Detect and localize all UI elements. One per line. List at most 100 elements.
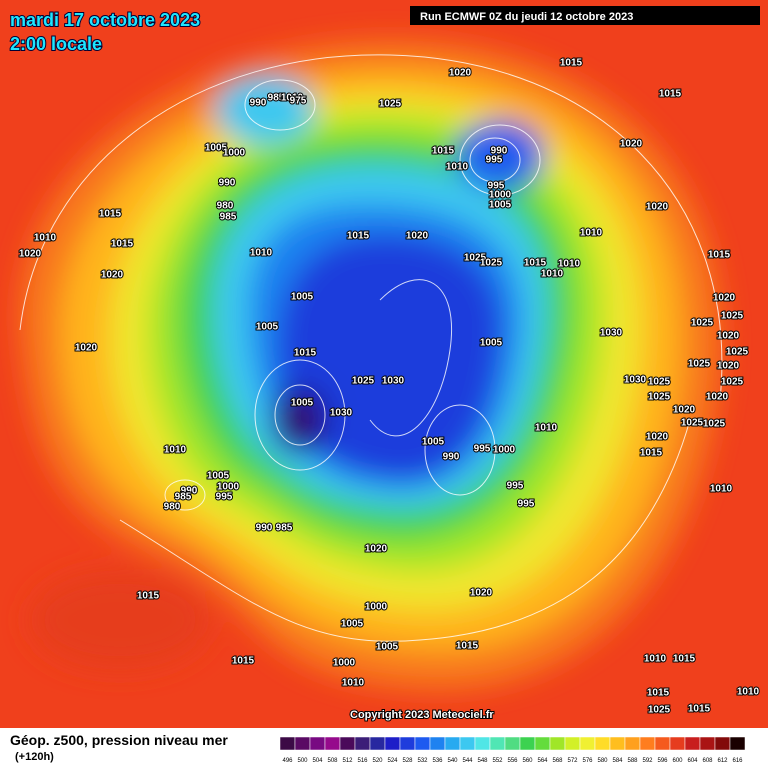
isobar-label: 1030 (382, 376, 405, 387)
isobar-label: 990 (181, 486, 198, 497)
colorbar-label: 564 (537, 758, 548, 764)
isobar-label: 1000 (493, 445, 516, 456)
isobar-label: 1030 (600, 328, 623, 339)
colorbar-label: 524 (387, 758, 398, 764)
isobar-label: 1015 (647, 688, 670, 699)
isobar-label: 980 (164, 502, 181, 513)
isobar-label: 1025 (379, 99, 402, 110)
colorbar-label: 516 (357, 758, 368, 764)
isobar-label: 1015 (659, 89, 682, 100)
colorbar-swatch (414, 736, 431, 751)
isobar-label: 1015 (456, 641, 479, 652)
colorbar-label: 560 (522, 758, 533, 764)
colorbar-swatch (279, 736, 296, 751)
isobar-label: 1020 (406, 231, 429, 242)
forecast-date: mardi 17 octobre 2023 (10, 10, 200, 30)
isobar-label: 1025 (691, 318, 714, 329)
colorbar-swatch (669, 736, 686, 751)
colorbar-label: 504 (312, 758, 323, 764)
colorbar-swatch (699, 736, 716, 751)
colorbar-label: 604 (687, 758, 698, 764)
colorbar-label: 600 (672, 758, 683, 764)
geopotential-field (0, 0, 768, 728)
colorbar-label: 588 (627, 758, 638, 764)
isobar-label: 1020 (717, 331, 740, 342)
copyright: Copyright 2023 Meteociel.fr (350, 709, 494, 721)
colorbar-swatch (294, 736, 311, 751)
isobar-label: 1025 (480, 258, 503, 269)
isobar-label: 1015 (137, 591, 160, 602)
isobar-label: 1010 (541, 269, 564, 280)
isobar-label: 1005 (480, 338, 503, 349)
isobar-label: 1005 (207, 471, 230, 482)
isobar-label: 1025 (703, 419, 726, 430)
isobar-label: 985 (220, 212, 237, 223)
colorbar-swatch (504, 736, 521, 751)
isobar-label: 1025 (688, 359, 711, 370)
isobar-label: 1025 (721, 311, 744, 322)
colorbar-label: 556 (507, 758, 518, 764)
colorbar-swatch (579, 736, 596, 751)
colorbar-swatch (549, 736, 566, 751)
run-info: Run ECMWF 0Z du jeudi 12 octobre 2023 (420, 11, 633, 23)
isobar-label: 1010 (644, 654, 667, 665)
colorbar-label: 548 (477, 758, 488, 764)
isobar-label: 1025 (648, 705, 671, 716)
isobar-label: 1020 (717, 361, 740, 372)
colorbar-label: 536 (432, 758, 443, 764)
isobar-label: 1015 (673, 654, 696, 665)
isobar-label: 1020 (75, 343, 98, 354)
isobar-label: 995 (486, 155, 503, 166)
isobar-label: 1015 (688, 704, 711, 715)
isobar-label: 1015 (560, 58, 583, 69)
isobar-label: 1025 (721, 377, 744, 388)
isobar-label: 1015 (294, 348, 317, 359)
isobar-label: 1015 (708, 250, 731, 261)
isobar-label: 1015 (99, 209, 122, 220)
isobar-label: 1010 (737, 687, 760, 698)
colorbar: 496 500 504 508 512 516 520 524 528 532 536 540 544 5… (279, 736, 746, 764)
isobar-label: 1020 (713, 293, 736, 304)
isobar-label: 1015 (640, 448, 663, 459)
isobar-label: 995 (488, 181, 505, 192)
isobar-label: 995 (507, 481, 524, 492)
isobars (19, 54, 723, 642)
colorbar-label: 576 (582, 758, 593, 764)
colorbar-label: 508 (327, 758, 338, 764)
isobar-label: 985 (268, 93, 285, 104)
colorbar-label: 552 (492, 758, 503, 764)
isobar-label: 1005 (341, 619, 364, 630)
colorbar-swatch (609, 736, 626, 751)
isobar-label: 1005 (256, 322, 279, 333)
colorbar-label: 544 (462, 758, 473, 764)
isobar-label: 990 (219, 178, 236, 189)
isobar-label: 1010 (535, 423, 558, 434)
isobar-label: 1030 (330, 408, 353, 419)
colorbar-swatch (519, 736, 536, 751)
colorbar-swatch (489, 736, 506, 751)
isobar-label: 985 (276, 523, 293, 534)
isobar-label: 1000 (223, 148, 246, 159)
colorbar-swatch (624, 736, 641, 751)
isobar-label: 1020 (706, 392, 729, 403)
colorbar-swatch (324, 736, 341, 751)
colorbar-label: 540 (447, 758, 458, 764)
isobar-label: 990 (443, 452, 460, 463)
colorbar-label: 568 (552, 758, 563, 764)
isobar-label: 1015 (347, 231, 370, 242)
isobar-label: 1020 (620, 139, 643, 150)
colorbar-swatch (459, 736, 476, 751)
colorbar-label: 532 (417, 758, 428, 764)
isobar-label: 995 (216, 492, 233, 503)
isobar-label: 1025 (648, 377, 671, 388)
isobar-label: 1010 (446, 162, 469, 173)
colorbar-swatch (729, 736, 746, 751)
colorbar-label: 496 (282, 758, 293, 764)
isobar-label: 1025 (352, 376, 375, 387)
isobar-label: 1000 (333, 658, 356, 669)
colorbar-label: 612 (717, 758, 728, 764)
colorbar-label: 580 (597, 758, 608, 764)
colorbar-label: 592 (642, 758, 653, 764)
isobar-label: 1020 (19, 249, 42, 260)
